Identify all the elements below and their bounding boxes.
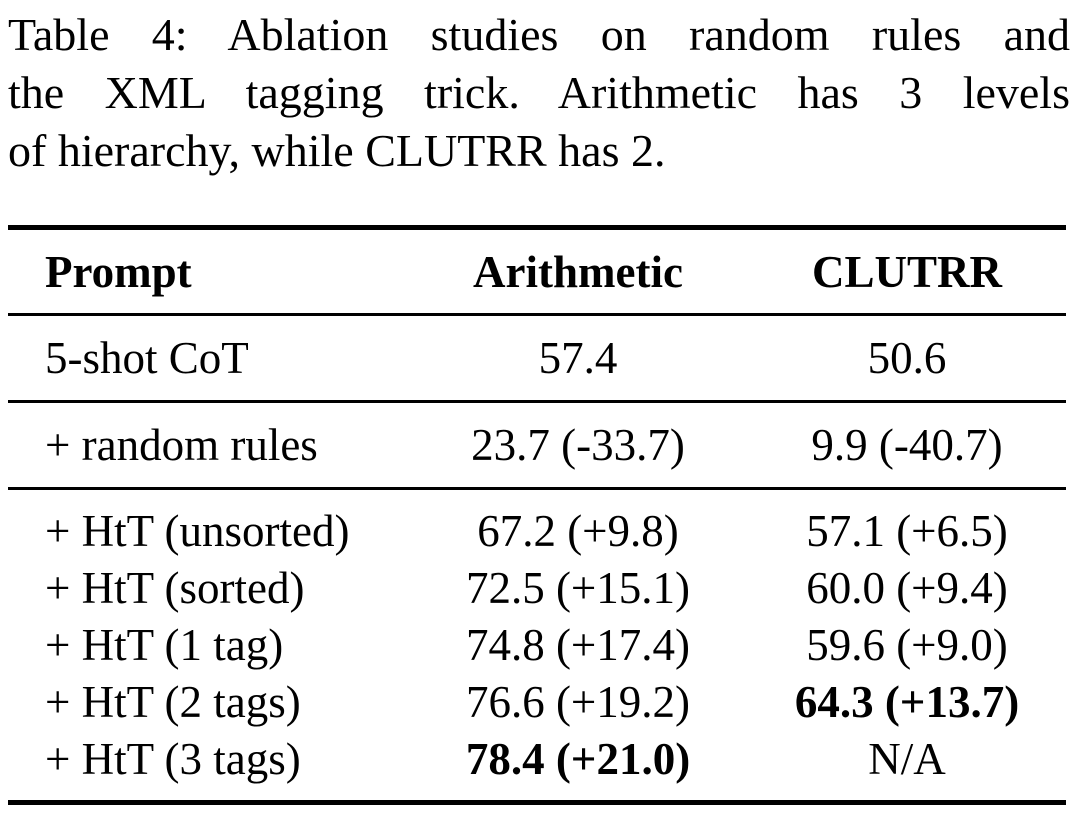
table-row-random-rules: + random rules 23.7 (-33.7) 9.9 (-40.7) xyxy=(8,403,1066,487)
arithmetic-value: 67.2 (+9.8) xyxy=(477,505,679,556)
clutrr-value: 59.6 (+9.0) xyxy=(806,619,1008,670)
table-row-htt-3tags: + HtT (3 tags) 78.4 (+21.0) N/A xyxy=(8,730,1066,787)
arithmetic-value: 76.6 (+19.2) xyxy=(465,676,691,727)
table-caption: Table 4: Ablation studies on random rule… xyxy=(8,6,1070,180)
table-section-htt: + HtT (unsorted) 67.2 (+9.8) 57.1 (+6.5)… xyxy=(8,490,1066,800)
row-label: + random rules xyxy=(45,420,318,470)
table-bottom-rule xyxy=(8,800,1066,805)
row-label: 5-shot CoT xyxy=(45,333,249,383)
caption-line-1: Table 4: Ablation studies on random rule… xyxy=(8,9,1070,60)
col-header-prompt: Prompt xyxy=(45,246,192,297)
table-row-htt-sorted: + HtT (sorted) 72.5 (+15.1) 60.0 (+9.4) xyxy=(8,559,1066,616)
row-label: + HtT (2 tags) xyxy=(45,676,301,727)
clutrr-value: 57.1 (+6.5) xyxy=(806,505,1008,556)
row-label: + HtT (3 tags) xyxy=(45,733,301,784)
table-row-htt-unsorted: + HtT (unsorted) 67.2 (+9.8) 57.1 (+6.5) xyxy=(8,502,1066,559)
clutrr-value: 64.3 (+13.7) xyxy=(794,676,1020,727)
clutrr-value: 60.0 (+9.4) xyxy=(806,562,1008,613)
table-header-row: Prompt Arithmetic CLUTRR xyxy=(8,230,1066,313)
ablation-table: Prompt Arithmetic CLUTRR 5-shot CoT 57.4… xyxy=(8,225,1066,805)
arithmetic-value: 23.7 (-33.7) xyxy=(471,420,685,470)
table-midrule-2 xyxy=(8,400,1066,403)
arithmetic-value: 74.8 (+17.4) xyxy=(465,619,691,670)
row-label: + HtT (1 tag) xyxy=(45,619,284,670)
caption-line-3: of hierarchy, while CLUTRR has 2. xyxy=(8,125,666,176)
row-label: + HtT (unsorted) xyxy=(45,505,350,556)
col-header-arithmetic: Arithmetic xyxy=(473,246,683,297)
table-midrule-1 xyxy=(8,313,1066,316)
caption-line-2: the XML tagging trick. Arithmetic has 3 … xyxy=(8,67,1070,118)
table-row-htt-2tags: + HtT (2 tags) 76.6 (+19.2) 64.3 (+13.7) xyxy=(8,673,1066,730)
arithmetic-value: 72.5 (+15.1) xyxy=(465,562,691,613)
table-row-htt-1tag: + HtT (1 tag) 74.8 (+17.4) 59.6 (+9.0) xyxy=(8,616,1066,673)
arithmetic-value: 78.4 (+21.0) xyxy=(465,733,691,784)
table-midrule-3 xyxy=(8,487,1066,490)
table-top-rule xyxy=(8,225,1066,230)
clutrr-value: N/A xyxy=(868,733,946,784)
arithmetic-value: 57.4 xyxy=(538,333,618,383)
clutrr-value: 9.9 (-40.7) xyxy=(811,420,1003,470)
col-header-clutrr: CLUTRR xyxy=(811,246,1003,297)
table-row-5shot-cot: 5-shot CoT 57.4 50.6 xyxy=(8,316,1066,400)
row-label: + HtT (sorted) xyxy=(45,562,305,613)
clutrr-value: 50.6 xyxy=(867,333,947,383)
